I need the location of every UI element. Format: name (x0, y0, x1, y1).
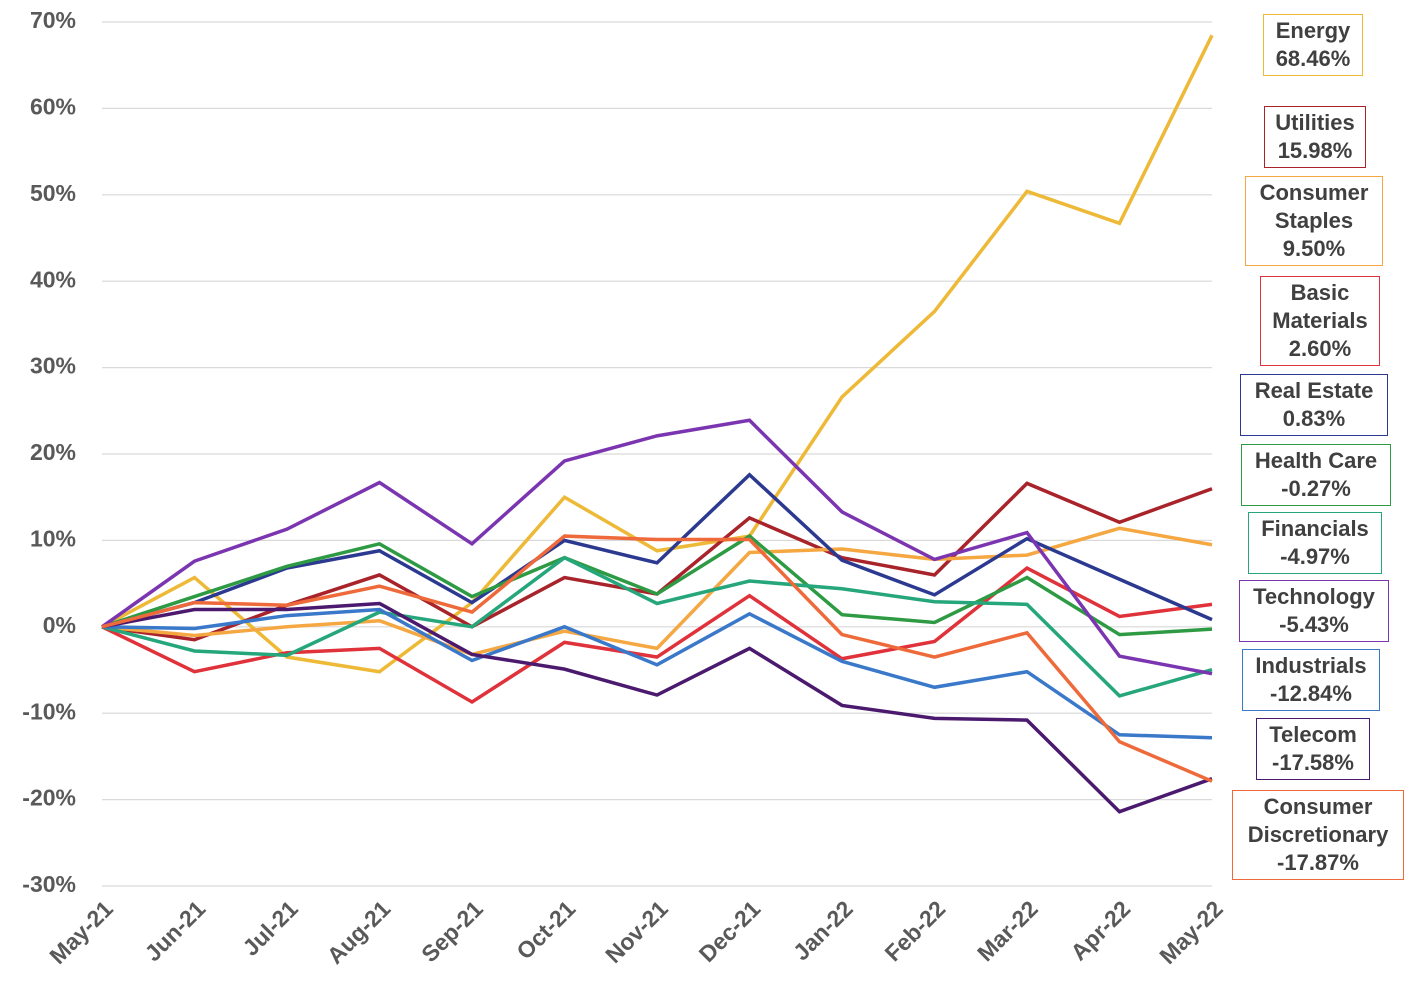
legend-label: Financials (1261, 516, 1369, 541)
series-line (101, 534, 1213, 783)
series-line (101, 601, 1213, 814)
series-label: Financials -4.97% (1248, 512, 1382, 574)
y-tick-label: -10% (22, 698, 76, 724)
series-label: Consumer Staples 9.50% (1245, 176, 1383, 266)
x-tick-label: Sep-21 (416, 895, 488, 967)
series-label: Utilities 15.98% (1264, 106, 1366, 168)
x-tick-label: Feb-22 (880, 895, 951, 966)
series-label: Energy 68.46% (1263, 14, 1363, 76)
series-line (100, 418, 1213, 676)
legend-label: Consumer Staples (1259, 180, 1369, 233)
series-label: Consumer Discretionary -17.87% (1232, 790, 1404, 880)
series-line (101, 526, 1213, 657)
series-label: Basic Materials 2.60% (1260, 276, 1380, 366)
value-label: -0.27% (1281, 476, 1351, 501)
value-label: -4.97% (1280, 544, 1350, 569)
x-tick-label: Aug-21 (322, 895, 396, 969)
x-tick-label: May-22 (1154, 895, 1228, 969)
legend-label: Telecom (1269, 722, 1357, 747)
y-tick-label: -30% (22, 871, 76, 897)
legend-label: Basic Materials (1272, 280, 1368, 333)
x-tick-label: Mar-22 (972, 895, 1043, 966)
value-label: 2.60% (1288, 336, 1352, 361)
value-label: -12.84% (1270, 681, 1352, 706)
y-tick-label: 70% (30, 7, 76, 33)
legend-label: Industrials (1255, 653, 1367, 678)
x-tick-label: Apr-22 (1065, 895, 1135, 965)
series-label: Industrials -12.84% (1242, 649, 1380, 711)
value-label: -17.58% (1272, 750, 1354, 775)
value-label: 15.98% (1277, 138, 1353, 163)
y-tick-label: -20% (22, 785, 76, 811)
legend-label: Real Estate (1254, 378, 1374, 403)
value-label: -5.43% (1279, 612, 1349, 637)
y-tick-label: 60% (30, 93, 76, 119)
y-tick-label: 0% (43, 612, 76, 638)
series-line (101, 555, 1213, 698)
series-line (101, 565, 1213, 705)
y-tick-label: 10% (30, 525, 76, 551)
x-tick-label: May-21 (44, 895, 118, 969)
x-tick-label: Nov-21 (600, 895, 673, 968)
value-label: 68.46% (1275, 46, 1351, 71)
legend-label: Technology (1253, 584, 1375, 609)
legend-label: Consumer Discretionary (1247, 794, 1389, 847)
value-label: -17.87% (1277, 850, 1359, 875)
x-tick-label: Jan-22 (788, 895, 858, 965)
x-tick-label: Dec-21 (694, 895, 766, 967)
value-label: 0.83% (1282, 406, 1346, 431)
x-tick-label: Oct-21 (511, 895, 580, 964)
legend-label: Utilities (1275, 110, 1355, 135)
x-tick-label: Jun-21 (140, 895, 211, 966)
y-tick-label: 30% (30, 353, 76, 379)
x-tick-label: Jul-21 (237, 895, 303, 961)
series-line (101, 533, 1213, 637)
legend-label: Energy (1275, 18, 1351, 43)
series-line (101, 607, 1213, 740)
series-label: Technology -5.43% (1239, 580, 1389, 642)
y-tick-label: 20% (30, 439, 76, 465)
y-tick-label: 50% (30, 180, 76, 206)
legend-label: Health Care (1254, 448, 1378, 473)
series-label: Telecom -17.58% (1256, 718, 1370, 780)
y-tick-label: 40% (30, 266, 76, 292)
series-label: Health Care -0.27% (1241, 444, 1391, 506)
series-label: Real Estate 0.83% (1240, 374, 1388, 436)
value-label: 9.50% (1282, 236, 1346, 261)
